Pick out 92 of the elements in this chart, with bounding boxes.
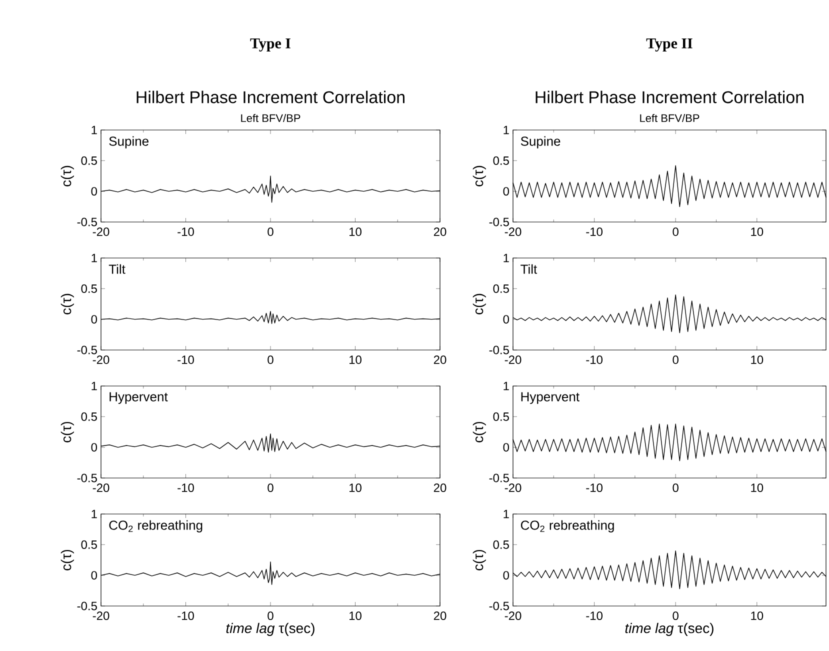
x-tick-label: 10 (349, 228, 362, 236)
y-tick-label: -0.5 (77, 602, 97, 610)
x-tick-label: -20 (504, 356, 522, 364)
y-axis-title: c(τ) (60, 166, 74, 186)
x-tick-label: 10 (751, 356, 764, 364)
y-tick-label: 0 (503, 571, 510, 580)
text: Type I (250, 38, 290, 52)
y-tick-label: 0.5 (81, 156, 97, 165)
x-tick-label: -10 (178, 484, 194, 492)
x-tick-label: 10 (349, 484, 362, 492)
x-tick-label: 0 (672, 484, 678, 492)
y-tick-label: -0.5 (77, 474, 97, 482)
y-tick-label: -0.5 (489, 346, 509, 354)
y-tick-label: 0.5 (81, 540, 97, 549)
y-axis-title: c(τ) (472, 550, 486, 570)
x-tick-label: -20 (504, 612, 522, 620)
y-axis-title: c(τ) (472, 422, 486, 442)
x-tick-label: 10 (751, 484, 764, 492)
chart-title: Hilbert Phase Increment Correlation (136, 90, 404, 104)
annotation: Supine (520, 136, 560, 148)
y-tick-label: 0.5 (493, 540, 509, 549)
x-tick-label: -20 (92, 484, 110, 492)
y-tick-label: 0.5 (81, 284, 97, 293)
chart-subtitle: Left BFV/BP (241, 114, 300, 122)
y-tick-label: 1 (92, 254, 97, 262)
y-tick-label: 0 (91, 315, 98, 324)
y-tick-label: 0 (91, 443, 98, 452)
x-tick-label: -20 (92, 228, 110, 236)
x-tick-label: 20 (434, 228, 446, 236)
y-tick-label: 1 (504, 254, 509, 262)
x-tick-label: -10 (178, 228, 194, 236)
annotation: CO$_{2}$ rebreathing (109, 520, 202, 532)
x-tick-label: 20 (434, 356, 446, 364)
y-tick-label: 0.5 (81, 412, 97, 421)
annotation: CO$_{2}$ rebreathing (520, 520, 614, 532)
chart-title: Hilbert Phase Increment Correlation (536, 90, 804, 104)
x-tick-label: -20 (92, 356, 110, 364)
y-axis-title: c(τ) (60, 550, 74, 570)
y-tick-label: -0.5 (489, 218, 509, 226)
y-tick-label: 0 (91, 571, 98, 580)
x-axis-title: time lag τ(sec) (226, 622, 314, 636)
y-axis-title: c(τ) (60, 294, 74, 314)
y-tick-label: 0.5 (493, 284, 509, 293)
x-tick-label: 0 (672, 356, 678, 364)
annotation: Hypervent (521, 392, 580, 404)
x-tick-label: -20 (504, 228, 522, 236)
y-axis-title: c(τ) (472, 166, 486, 186)
x-tick-label: 0 (268, 356, 274, 364)
annotation: Tilt (520, 264, 538, 274)
y-axis-title: c(τ) (60, 422, 74, 442)
y-tick-label: 0 (503, 315, 510, 324)
x-tick-label: 0 (268, 228, 274, 236)
x-tick-label: 10 (751, 612, 764, 620)
x-tick-label: -10 (586, 484, 603, 492)
x-tick-label: -10 (178, 356, 194, 364)
x-tick-label: -10 (178, 612, 194, 620)
x-axis-title: time lag τ(sec) (625, 622, 714, 636)
x-tick-label: 20 (434, 612, 446, 620)
y-tick-label: 1 (504, 382, 509, 390)
y-tick-label: 0.5 (493, 156, 509, 165)
x-tick-label: 0 (672, 612, 678, 620)
y-tick-label: -0.5 (489, 474, 509, 482)
annotation: Supine (109, 136, 148, 148)
y-tick-label: 1 (504, 126, 509, 134)
x-tick-label: 0 (268, 612, 274, 620)
x-tick-label: 20 (434, 484, 446, 492)
y-tick-label: 1 (504, 510, 509, 518)
annotation: Tilt (108, 264, 126, 274)
x-tick-label: 10 (349, 612, 362, 620)
y-tick-label: 0 (91, 187, 98, 196)
x-tick-label: -20 (92, 612, 110, 620)
x-tick-label: -20 (504, 484, 522, 492)
x-tick-label: 10 (349, 356, 362, 364)
y-tick-label: 1 (92, 382, 97, 390)
x-tick-label: 0 (268, 484, 274, 492)
x-tick-label: -10 (586, 612, 603, 620)
y-tick-label: 0 (503, 443, 510, 452)
x-tick-label: 0 (672, 228, 678, 236)
x-tick-label: -10 (586, 356, 603, 364)
text: Type II (646, 38, 692, 52)
y-tick-label: -0.5 (77, 346, 97, 354)
y-tick-label: -0.5 (489, 602, 509, 610)
x-tick-label: 10 (751, 228, 764, 236)
y-tick-label: 1 (92, 126, 97, 134)
y-tick-label: -0.5 (77, 218, 97, 226)
y-tick-label: 0 (503, 187, 510, 196)
y-axis-title: c(τ) (472, 294, 486, 314)
annotation: Hypervent (110, 392, 168, 404)
chart-subtitle: Left BFV/BP (640, 114, 700, 122)
x-tick-label: -10 (586, 228, 603, 236)
y-tick-label: 1 (92, 510, 97, 518)
y-tick-label: 0.5 (493, 412, 509, 421)
